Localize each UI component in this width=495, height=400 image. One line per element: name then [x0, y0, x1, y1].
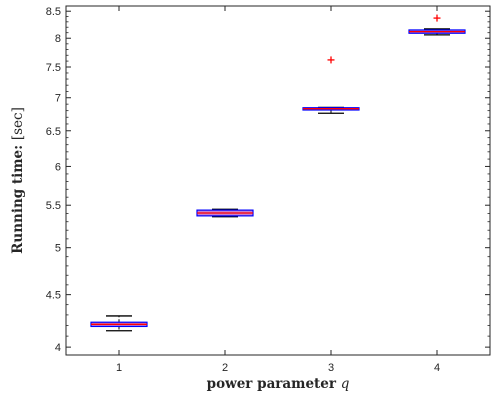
x-tick-label: 4 [434, 362, 440, 374]
y-tick-label: 4.5 [46, 290, 61, 302]
x-axis-title-variable: q [341, 376, 350, 392]
y-minor-ticks [66, 16, 490, 337]
y-axis-title: Running time: [sec] [10, 107, 26, 254]
box-group [302, 56, 360, 114]
y-tick-label: 6 [55, 161, 61, 173]
x-axis-title-text: power parameter [207, 376, 341, 392]
outlier-marker [327, 56, 335, 64]
x-axis-title: power parameter q [207, 376, 350, 392]
y-tick-label: 6.5 [46, 126, 61, 138]
x-tick-label: 3 [328, 362, 334, 374]
plot-area-frame [65, 5, 491, 356]
y-axis-title-text: Running time: [10, 140, 26, 254]
outlier-marker [433, 14, 441, 22]
x-tick-label: 1 [116, 362, 122, 374]
y-tick-label: 7.5 [46, 62, 61, 74]
box-group [90, 315, 148, 332]
y-tick-label: 5.5 [46, 200, 61, 212]
y-tick-label: 7 [55, 93, 61, 105]
y-tick-label: 8 [55, 33, 61, 45]
y-tick-label: 4 [55, 342, 61, 354]
x-axis-ticks: 1 2 3 4 [116, 6, 440, 374]
x-tick-label: 2 [222, 362, 228, 374]
y-tick-label: 8.5 [46, 6, 61, 18]
y-axis-title-unit: [sec] [10, 107, 26, 140]
y-axis-ticks: 4 4.5 5 5.5 6 6.5 7 7.5 8 8.5 [46, 6, 490, 354]
y-tick-label: 5 [55, 243, 61, 255]
box-group [196, 208, 254, 218]
box-series [90, 14, 466, 332]
box-group [408, 14, 466, 36]
